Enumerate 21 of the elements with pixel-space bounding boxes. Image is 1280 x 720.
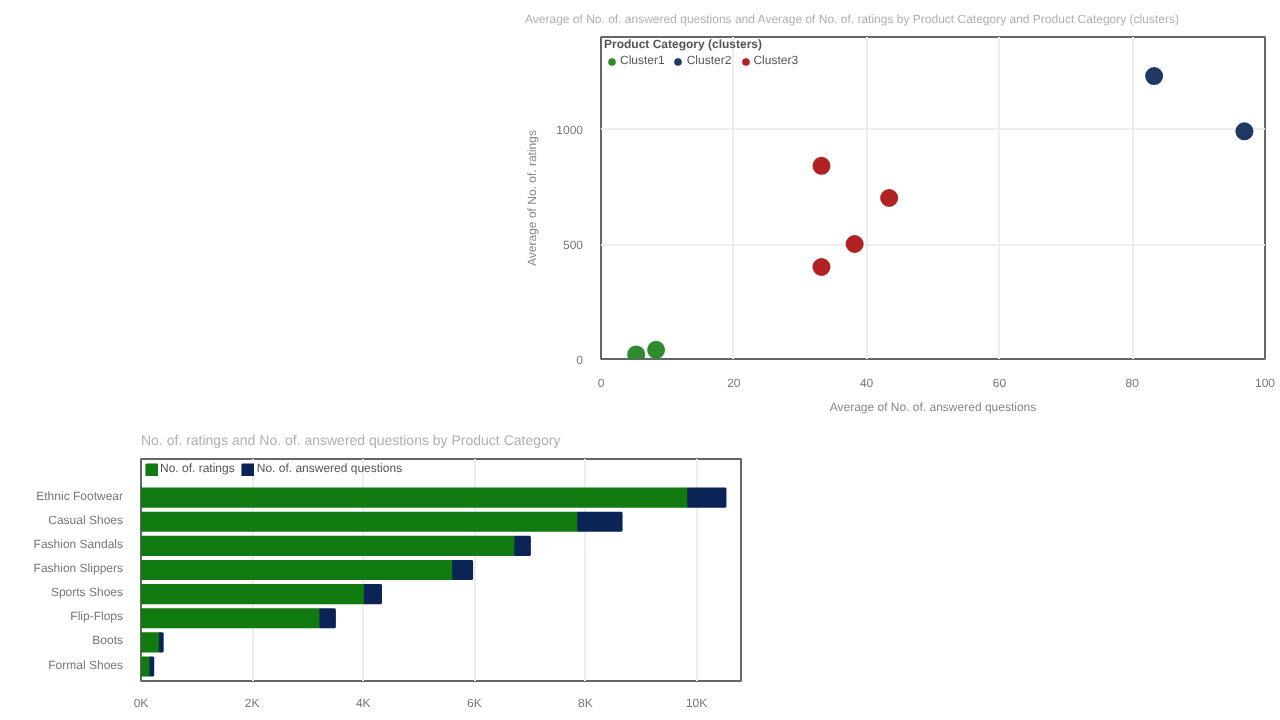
bar — [141, 559, 455, 581]
bar — [141, 535, 517, 556]
bar — [141, 511, 580, 532]
bar — [514, 535, 531, 556]
bar — [141, 584, 366, 605]
bar — [687, 487, 727, 508]
bar — [452, 559, 474, 581]
point — [812, 156, 831, 175]
bar — [577, 511, 623, 532]
bar — [141, 632, 161, 653]
point — [812, 258, 831, 276]
point — [627, 345, 646, 359]
point — [647, 340, 666, 359]
bar — [319, 608, 336, 629]
point — [845, 235, 864, 253]
bar — [141, 487, 690, 508]
point — [1235, 122, 1254, 141]
point — [1145, 67, 1164, 86]
point — [880, 189, 899, 207]
bar — [141, 608, 322, 629]
bar — [363, 584, 382, 605]
